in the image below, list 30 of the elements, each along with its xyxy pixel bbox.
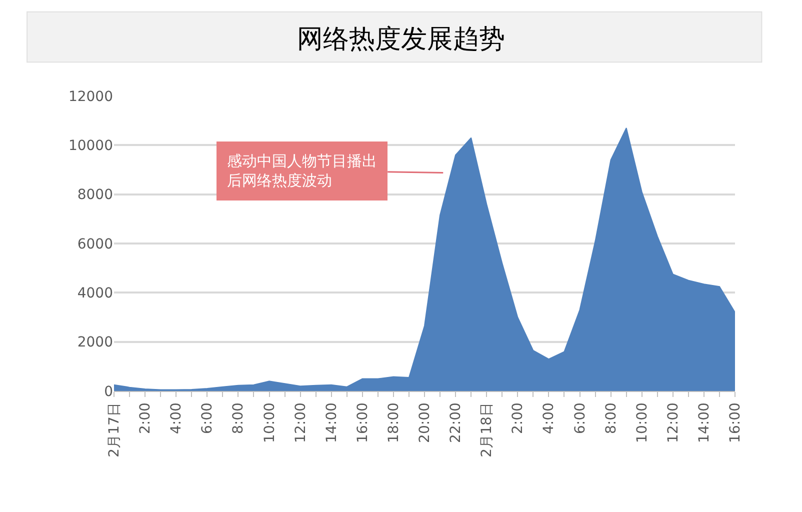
y-tick-label: 0 <box>104 384 113 400</box>
x-tick-label: 2月18日 <box>479 402 496 458</box>
x-tick-label: 22:00 <box>448 402 464 443</box>
x-tick-label: 20:00 <box>417 402 434 443</box>
x-tick-label: 2:00 <box>510 402 526 434</box>
x-tick-label: 4:00 <box>168 402 185 434</box>
y-tick-label: 12000 <box>68 88 113 105</box>
y-tick-label: 6000 <box>77 236 113 252</box>
y-tick-label: 4000 <box>77 286 113 302</box>
x-tick-label: 12:00 <box>665 402 682 443</box>
x-tick-label: 16:00 <box>354 402 371 443</box>
x-tick-label: 6:00 <box>572 402 588 434</box>
y-tick-label: 2000 <box>77 334 113 351</box>
x-tick-label: 6:00 <box>200 402 216 434</box>
x-tick-label: 8:00 <box>603 402 620 434</box>
annotation: 感动中国人物节目播出后网络热度波动 <box>227 152 377 190</box>
x-tick-label: 10:00 <box>634 402 650 443</box>
x-tick-label: 8:00 <box>230 402 247 434</box>
x-tick-label: 16:00 <box>728 402 744 443</box>
y-tick-label: 10000 <box>68 138 113 154</box>
x-tick-label: 4:00 <box>541 402 558 434</box>
x-tick-label: 10:00 <box>262 402 278 443</box>
x-tick-label: 14:00 <box>696 402 712 443</box>
x-tick-label: 12:00 <box>292 402 309 443</box>
chart-title: 网络热度发展趋势 <box>297 24 505 54</box>
x-tick-label: 14:00 <box>324 402 340 443</box>
y-tick-label: 8000 <box>77 187 113 204</box>
x-tick-label: 2月17日 <box>106 402 123 458</box>
x-tick-label: 18:00 <box>386 402 402 443</box>
x-tick-label: 2:00 <box>138 402 154 434</box>
